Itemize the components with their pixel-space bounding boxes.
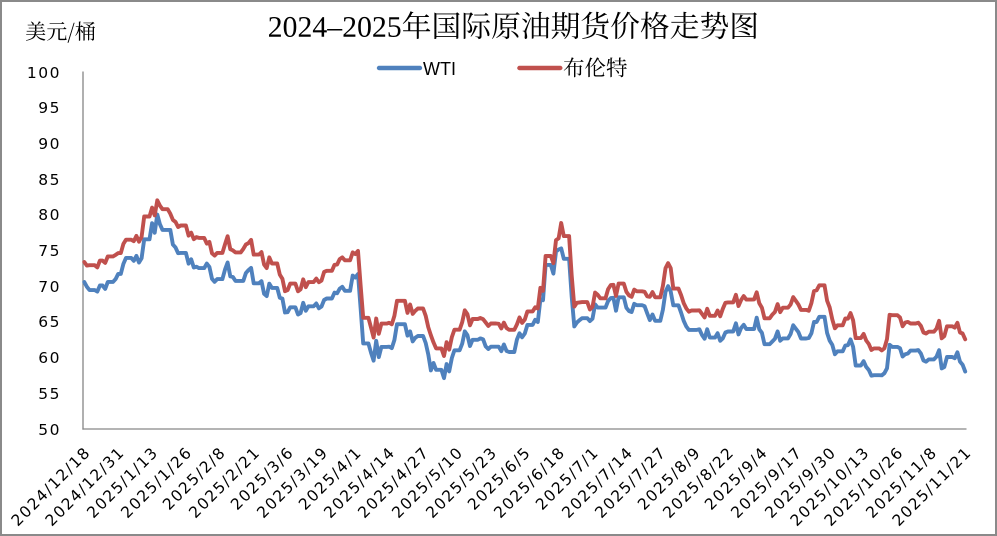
legend-brent-label[interactable] — [563, 57, 627, 78]
legend-label-wti[interactable]: WTI — [423, 59, 456, 79]
y-tick-label: 55 — [38, 384, 61, 403]
y-tick-label: 70 — [38, 277, 61, 296]
y-tick-label: 75 — [38, 242, 61, 260]
y-tick-label: 90 — [38, 134, 61, 153]
y-tick-label: 50 — [38, 420, 61, 439]
chart-title — [269, 11, 757, 40]
y-tick-label: 65 — [38, 313, 61, 332]
y-tick-label: 95 — [38, 99, 61, 118]
series-line-brent[interactable] — [82, 198, 968, 358]
y-tick-label: 60 — [38, 349, 61, 368]
y-tick-label: 100 — [26, 63, 61, 82]
y-tick-label: 80 — [38, 206, 61, 225]
y-axis-title — [26, 21, 95, 43]
series-line-wti[interactable] — [82, 212, 968, 381]
y-tick-label: 85 — [38, 170, 61, 189]
